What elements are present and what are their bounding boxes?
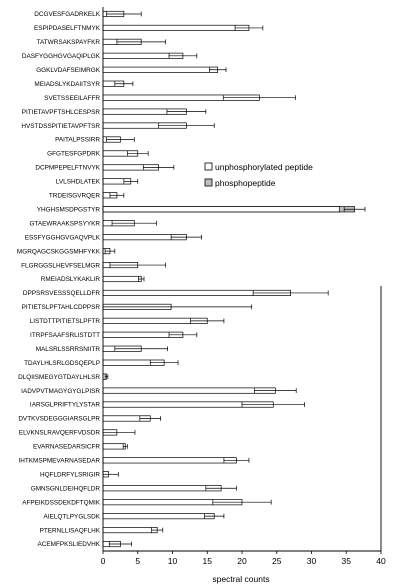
bar-unphosphorylated — [102, 24, 250, 31]
category-label: MGRQAGCSKGGSMHFYKK — [17, 248, 101, 255]
category-label: ESSFYGGHGVGAQVPLK — [25, 234, 101, 241]
category-label: FLGRGGSLHEVFSELMGR — [21, 262, 100, 269]
category-label: RMEIADSLYKAKLIR — [41, 276, 101, 283]
bar-unphosphorylated — [102, 66, 219, 73]
x-tick-label: 20 — [237, 556, 247, 566]
x-tick-label: 25 — [272, 556, 282, 566]
legend-swatch-unphosphorylated — [204, 162, 213, 171]
category-label: TDAYLHLSRLGDSQEPLP — [24, 360, 100, 367]
x-tick-label: 0 — [101, 556, 106, 566]
category-label: MALSRLSSRRSNIITR — [36, 346, 101, 353]
bar-unphosphorylated — [102, 206, 340, 213]
category-label: MEIADSLYKDAIITSYR — [34, 81, 100, 88]
x-tick-label: 35 — [342, 556, 352, 566]
x-axis: 0 5 10 15 20 25 30 35 40 — [101, 7, 386, 566]
category-label: DVTKVSDEGGGIARSGLPR — [18, 416, 100, 423]
x-tick-label: 10 — [168, 556, 178, 566]
category-label: TATWRSAKSPAYFKR — [37, 39, 101, 46]
bar-unphosphorylated — [102, 513, 215, 520]
category-label: TRDEISGVRQER — [49, 193, 101, 200]
category-label: PITIETSLPFTAHLCDPPSR — [22, 304, 101, 311]
category-labels-layer: DCGVESFGADRKELK ESPIPDASELFTNMYK TATWRSAKS… — [17, 11, 101, 548]
category-label: GTAEWRAAKSPSYYKR — [29, 220, 100, 227]
error-bars-layer — [102, 11, 366, 547]
legend-label-unphosphorylated: unphosphorylated peptide — [215, 162, 313, 172]
category-label: ELVKNSLRAVQERFVDSDR — [19, 430, 100, 437]
category-label: DCGVESFGADRKELK — [34, 11, 100, 18]
category-label: SVETSSEEILAFFR — [44, 95, 100, 102]
category-label: PAITALPSSIRR — [55, 137, 100, 144]
x-axis-title: spectral counts — [212, 574, 269, 584]
category-label: EVARNASEDARSICFR — [33, 444, 100, 451]
category-label: IARSGLPRIFTYLYSTAR — [30, 402, 100, 409]
category-label: DLQIISMEGYGTDAYLHLSR — [18, 374, 100, 381]
category-label: YHGHSMSDPGSTYR — [37, 206, 101, 213]
category-label: PITIETAVPFTSHLCESPSR — [22, 109, 101, 116]
category-label: GFGTESFGPDRK — [47, 151, 101, 158]
legend-swatch-phospho — [204, 178, 213, 187]
category-label: PTERNLLISAQFLHK — [40, 527, 101, 534]
x-tick-label: 40 — [376, 556, 386, 566]
bar-unphosphorylated — [102, 443, 126, 450]
category-label: AIELQTLPYGLSDK — [44, 513, 101, 520]
bar-unphosphorylated — [102, 275, 142, 283]
category-label: GGKLVDAFSEIMRGK — [36, 67, 101, 74]
legend: unphosphorylated peptide phosphopeptide — [204, 162, 313, 188]
category-label: DASFYGGHGVGAQIPLGK — [22, 53, 101, 60]
bar-unphosphorylated — [102, 485, 222, 492]
bar-unphosphorylated — [102, 387, 276, 394]
category-label: DPPSRSVESSSQELLDFR — [23, 290, 100, 297]
category-label: HVSTDSSPITIETAVPFTSR — [21, 123, 100, 130]
category-label: AFPEIKDSSDEKDFTQMIK — [22, 499, 101, 506]
category-label: ITRPFSAAFSRLISTDTT — [30, 332, 100, 339]
category-label: DCPMPEPELFTNVYK — [35, 165, 100, 172]
category-label: LVLSHDLATEK — [56, 179, 101, 186]
x-tick-label: 5 — [135, 556, 140, 566]
category-label: IHTKMSPMEVARNASEDAR — [18, 458, 100, 465]
bar-unphosphorylated — [102, 527, 158, 534]
bar-unphosphorylated — [102, 457, 237, 464]
x-tick-label: 30 — [307, 556, 317, 566]
category-label: HQFLDRFYLSRIGIR — [40, 471, 100, 478]
category-label: ESPIPDASELFTNMYK — [34, 25, 101, 32]
category-label: ACEMFPKSLIEDVHK — [37, 541, 100, 548]
category-label: GMNSGNLDEIHQFLDR — [31, 485, 101, 492]
legend-label-phospho: phosphopeptide — [215, 178, 276, 188]
category-label: IADVPVTMAGYGYGLPISR — [21, 388, 100, 395]
x-tick-label: 15 — [203, 556, 213, 566]
category-label: LISTDTTPITIETSLPFTR — [30, 318, 101, 325]
